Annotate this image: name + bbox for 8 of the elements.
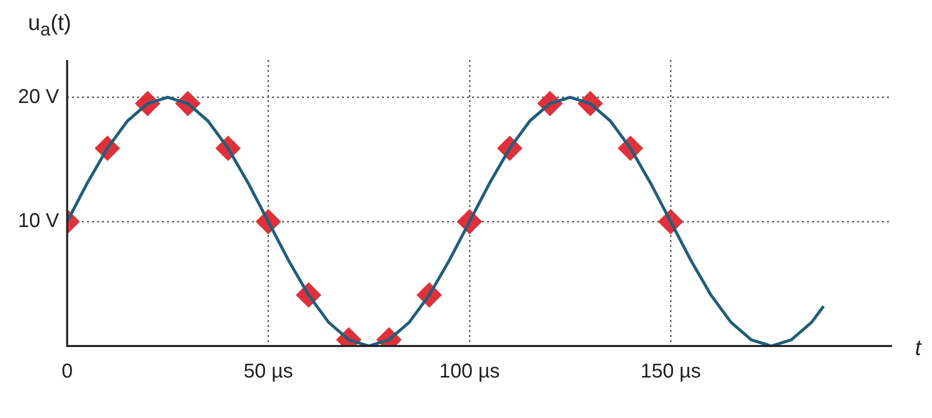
y-tick-label: 20 V [18,86,60,108]
x-axis-title: t [915,335,922,361]
x-tick-label: 100 µs [439,360,500,383]
x-tick-label: 150 µs [640,360,701,383]
x-tick-label: 0 [62,360,73,383]
y-axis-title: u$_{a}$(t) [28,10,72,40]
y-tick-label: 10 V [18,210,60,232]
x-tick-label: 50 µs [244,360,293,383]
